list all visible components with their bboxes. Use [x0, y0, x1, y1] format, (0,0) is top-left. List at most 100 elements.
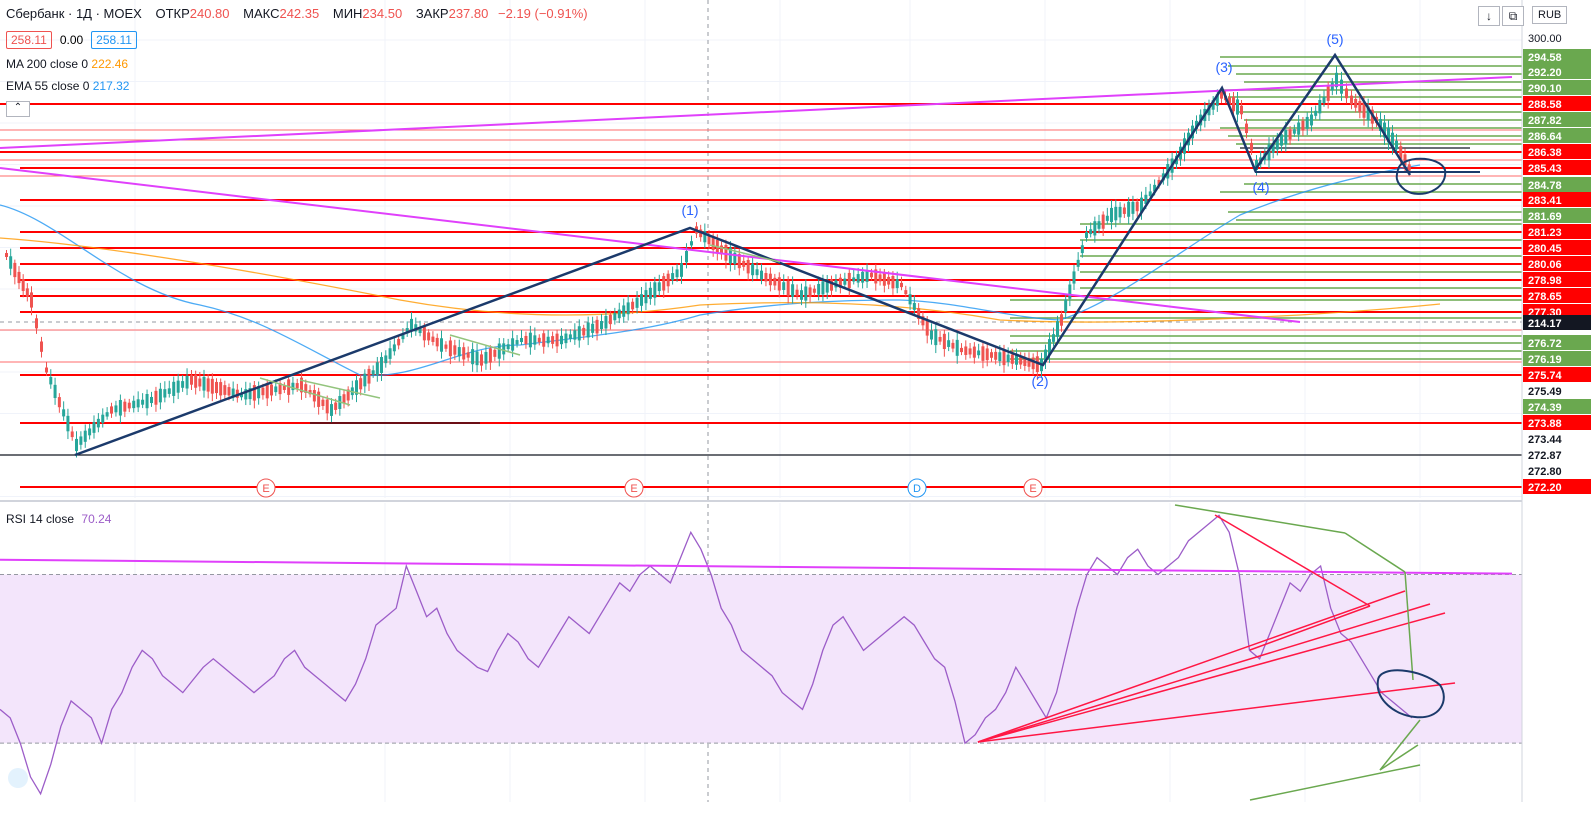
price-label-bg [1523, 479, 1591, 494]
candle-body [462, 347, 466, 360]
rsi-green-line [1344, 532, 1406, 573]
fan-line [709, 244, 781, 263]
candle-body [480, 354, 483, 366]
candle-body [342, 394, 346, 404]
candle-body [497, 343, 501, 359]
candle-body [127, 402, 131, 409]
candle-body [671, 273, 675, 281]
wave-label: (1) [681, 202, 698, 218]
candle-body [506, 344, 510, 350]
close-label: ЗАКР [415, 6, 449, 21]
candle-body [1068, 284, 1072, 299]
candle-body [265, 383, 269, 399]
candle-body [300, 377, 303, 393]
candle-body [422, 326, 426, 341]
candle-body [1310, 114, 1313, 126]
candle-body [346, 389, 350, 401]
candle-body [653, 282, 657, 298]
price-label-bg [1523, 288, 1591, 303]
price-axis-label: 275.49 [1528, 386, 1562, 398]
candle-body [261, 387, 265, 396]
candle-body [985, 348, 989, 361]
candle-body [1076, 259, 1080, 267]
candle-body [359, 378, 363, 390]
candle-body [586, 322, 590, 338]
candle-body [800, 290, 803, 300]
candle-body [1027, 358, 1031, 367]
candle-body [1019, 357, 1023, 365]
open-value: 240.80 [189, 6, 230, 21]
price-axis-label: 272.87 [1528, 450, 1562, 462]
candle-body [711, 236, 715, 250]
candle-body [555, 333, 559, 347]
candle-body [703, 231, 707, 243]
rsi-legend[interactable]: RSI 14 close 70.24 [6, 512, 111, 526]
event-marker [256, 478, 276, 498]
restore-icon[interactable]: ⧉ [1502, 6, 1524, 26]
candle-body [870, 272, 873, 278]
candle-body [1015, 355, 1018, 365]
rsi-green-line [1379, 719, 1421, 771]
candle-body [114, 405, 118, 413]
elliott-wave-line [74, 52, 1412, 457]
candle-body [631, 301, 635, 310]
candle-body [852, 277, 856, 282]
candle-body [427, 332, 431, 341]
arrow-down-icon[interactable]: ↓ [1478, 6, 1500, 26]
price-axis-label: 290.10 [1528, 83, 1562, 95]
chevron-up-icon[interactable]: ⌃ [6, 101, 30, 117]
ma200-line [0, 237, 1441, 323]
ma200-legend[interactable]: MA 200 close 0 222.46 [6, 57, 128, 71]
candle-body [728, 247, 732, 264]
candle-body [604, 315, 608, 329]
candle-body [680, 263, 683, 277]
candle-body [838, 277, 842, 288]
spread-value: 0.00 [59, 33, 84, 47]
currency-badge[interactable]: RUB [1532, 6, 1568, 24]
candle-body [791, 284, 795, 297]
bid-pill[interactable]: 258.11 [6, 31, 52, 49]
candle-body [1101, 214, 1105, 229]
candle-body [942, 333, 946, 350]
candle-body [1220, 91, 1223, 99]
candle-body [537, 337, 541, 343]
price-axis-label: 214.17 [1528, 318, 1562, 330]
candle-body [282, 385, 286, 390]
candle-body [1280, 134, 1283, 146]
candle-body [172, 381, 176, 396]
candle-body [786, 280, 790, 296]
candle-body [66, 415, 70, 432]
candle-body [990, 352, 993, 358]
candle-body [5, 253, 8, 257]
candle-body [1118, 206, 1122, 218]
candle-body [312, 389, 316, 402]
candle-body [782, 282, 786, 291]
event-marker [1023, 478, 1043, 498]
candle-body [219, 382, 223, 396]
candle-body [270, 384, 273, 396]
candle-body [865, 270, 869, 282]
low-label: МИН [332, 6, 363, 21]
candle-body [1085, 232, 1088, 238]
candle-body [1228, 97, 1231, 105]
candle-body [1335, 72, 1338, 88]
candle-body [62, 409, 66, 417]
wave-label: (3) [1215, 59, 1232, 75]
candle-body [1122, 207, 1126, 214]
candle-body [1284, 129, 1288, 145]
candle-body [577, 326, 581, 341]
candle-body [278, 383, 282, 395]
ask-pill[interactable]: 258.11 [91, 31, 137, 49]
candle-body [105, 412, 109, 417]
candle-body [380, 357, 383, 373]
price-axis-label: 292.20 [1528, 67, 1562, 79]
symbol-title[interactable]: Сбербанк · 1Д · MOEX [6, 6, 142, 21]
highlight-circle [1395, 157, 1447, 195]
candle-body [1232, 96, 1235, 112]
candle-body [528, 332, 532, 348]
price-axis-label: 281.23 [1528, 227, 1562, 239]
ema55-legend[interactable]: EMA 55 close 0 217.32 [6, 79, 129, 93]
price-label-bg [1523, 399, 1591, 414]
candle-body [1157, 179, 1161, 186]
